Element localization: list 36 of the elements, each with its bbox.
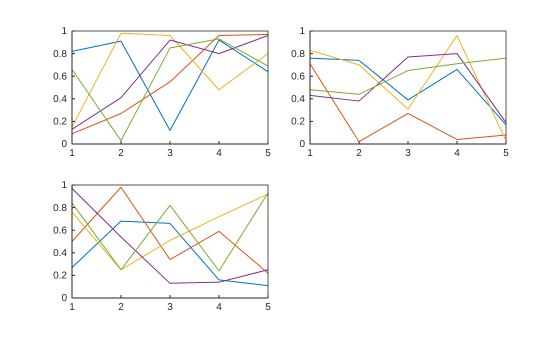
y-tick-label: 0 <box>61 139 68 150</box>
y-tick-label: 0.8 <box>291 48 306 60</box>
x-tick-label: 4 <box>216 302 222 314</box>
x-tick-label: 1 <box>307 148 314 160</box>
x-tick-label: 2 <box>356 148 362 160</box>
x-tick-label: 2 <box>118 148 124 160</box>
y-tick-label: 0.6 <box>53 225 68 236</box>
x-tick-label: 5 <box>503 148 510 160</box>
x-tick-label: 4 <box>216 148 222 160</box>
y-tick-label: 0.4 <box>53 248 68 259</box>
x-tick-label: 3 <box>167 302 174 314</box>
y-tick-label: 0.4 <box>53 94 68 105</box>
y-tick-label: 0 <box>61 293 68 304</box>
x-tick-label: 5 <box>265 302 272 314</box>
line-series <box>310 35 506 142</box>
x-tick-label: 2 <box>118 302 124 314</box>
x-tick-label: 3 <box>405 148 412 160</box>
x-tick-label: 1 <box>69 148 76 160</box>
y-tick-label: 0.6 <box>53 71 68 82</box>
y-tick-label: 0 <box>299 139 306 150</box>
x-tick-label: 3 <box>167 148 174 160</box>
y-tick-label: 1 <box>299 26 306 38</box>
y-tick-label: 0.2 <box>53 270 68 282</box>
y-tick-label: 1 <box>61 26 68 38</box>
x-tick-label: 4 <box>454 148 460 160</box>
y-tick-label: 0.2 <box>291 116 306 128</box>
y-tick-label: 0.8 <box>53 48 68 60</box>
y-tick-label: 0.6 <box>291 71 306 82</box>
y-tick-label: 0.8 <box>53 202 68 214</box>
x-tick-label: 5 <box>265 148 272 160</box>
line-series <box>72 220 268 286</box>
y-tick-label: 0.2 <box>53 116 68 128</box>
y-tick-label: 0.4 <box>291 94 306 105</box>
line-series <box>310 58 506 95</box>
y-tick-label: 1 <box>61 180 68 192</box>
x-tick-label: 1 <box>69 302 76 314</box>
